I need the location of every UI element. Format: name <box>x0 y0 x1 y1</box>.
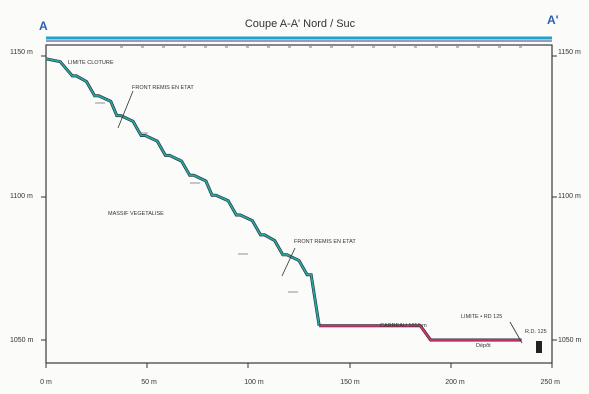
profile-slope-line-outline <box>45 57 321 327</box>
y-tick-label-left-top: 1150 m <box>10 49 33 56</box>
label-depot: Dépôt <box>476 343 491 349</box>
label-front-lower: FRONT REMIS EN ETAT <box>294 239 356 245</box>
x-tick-label-250: 250 m <box>541 379 561 386</box>
y-tick-label-right-bottom: 1050 m <box>558 337 582 344</box>
label-carreau: CARREAU 1050 m <box>380 323 427 329</box>
y-tick-label-left-bottom: 1050 m <box>10 337 34 344</box>
x-tick-label-150: 150 m <box>340 379 360 386</box>
y-tick-label-right-top: 1150 m <box>558 49 581 56</box>
section-label-left: A <box>39 19 48 33</box>
x-tick-label-100: 100 m <box>244 379 264 386</box>
road-marker <box>536 341 542 353</box>
label-limite-rd: LIMITE • RD 125 <box>461 314 502 320</box>
leader-limite-rd <box>509 321 523 344</box>
y-tick-label-left-mid: 1100 m <box>10 193 33 200</box>
section-label-right: A' <box>547 13 559 27</box>
label-limite-cloture: LIMITE CLOTURE <box>68 60 114 66</box>
label-rd: R.D. 125 <box>525 329 547 335</box>
y-tick-label-right-mid: 1100 m <box>558 193 581 200</box>
label-front-upper: FRONT REMIS EN ETAT <box>132 85 194 91</box>
x-tick-label-50: 50 m <box>141 379 157 386</box>
bench-dashes <box>95 102 298 293</box>
leader-front-upper <box>117 90 134 129</box>
leader-front-lower <box>281 247 296 277</box>
profile-platform-line <box>319 324 522 341</box>
profile-slope-line <box>45 57 321 326</box>
x-tick-label-0: 0 m <box>40 379 52 386</box>
profile-layer <box>45 57 522 342</box>
x-tick-label-200: 200 m <box>445 379 465 386</box>
label-massif: MASSIF VEGETALISE <box>108 211 164 217</box>
section-title: Coupe A-A' Nord / Suc <box>245 18 356 30</box>
plot-frame <box>45 44 553 364</box>
